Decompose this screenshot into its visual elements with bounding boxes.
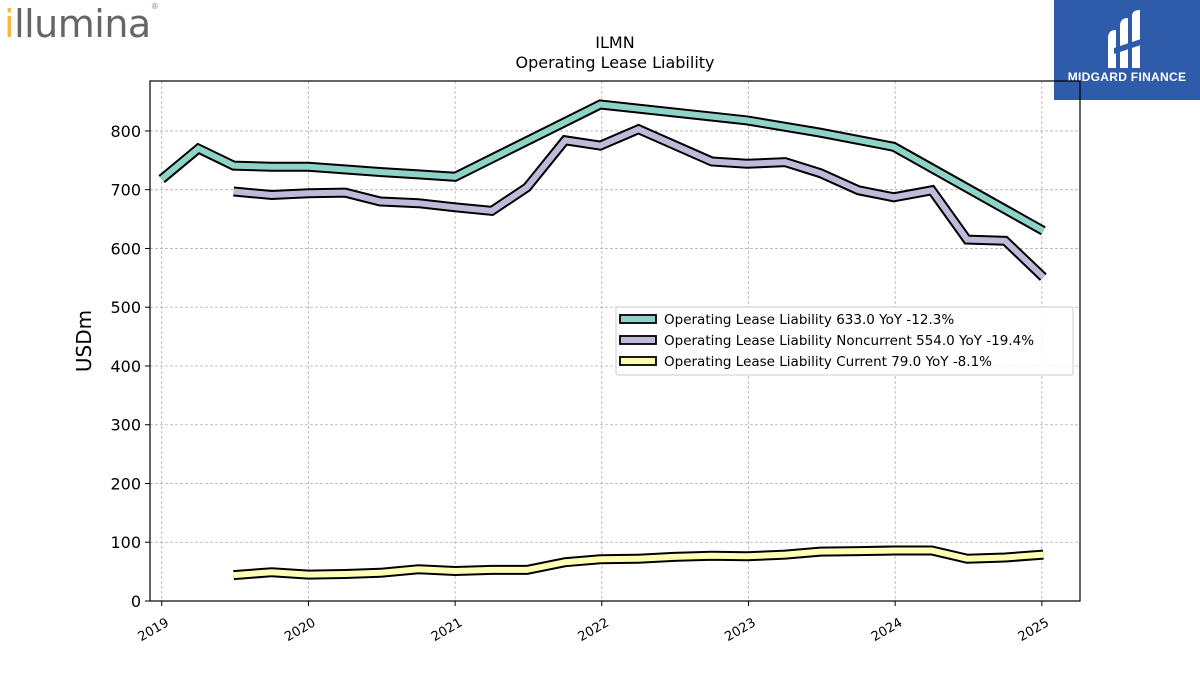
legend-box [615,306,1074,376]
chart-subtitle: Operating Lease Liability [515,53,714,72]
logo-letter-i: i [4,2,15,46]
y-tick-label: 500 [110,298,141,317]
y-tick-label: 800 [110,122,141,141]
y-tick-label: 0 [131,592,141,611]
logo-wordmark: llumina [14,2,151,46]
x-tick-label: 2022 [576,615,612,645]
y-tick-label: 700 [110,181,141,200]
legend-label-1: Operating Lease Liability Noncurrent 554… [664,333,1034,349]
legend: Operating Lease Liability 633.0 YoY -12.… [615,306,1074,376]
legend-swatch-1 [619,335,657,345]
series-line-1 [233,125,1046,280]
legend-label-2: Operating Lease Liability Current 79.0 Y… [664,354,992,370]
y-tick-label: 400 [110,357,141,376]
series-line-0 [159,101,1045,234]
y-axis-ticks: 0 100 200 300 400 500 600 700 800 [110,122,150,611]
legend-swatch-2 [619,356,657,366]
y-axis-label: USDm [72,310,96,372]
registered-mark: ® [150,2,159,11]
x-tick-label: 2020 [282,615,318,645]
x-tick-label: 2021 [429,615,465,645]
midgard-finance-logo: MIDGARD FINANCE [1054,0,1200,100]
x-tick-label: 2025 [1016,615,1052,645]
y-tick-label: 100 [110,533,141,552]
legend-swatch-0 [619,314,657,324]
x-tick-label: 2024 [869,615,905,645]
x-tick-label: 2019 [136,615,172,645]
chart-title: ILMN [595,33,634,52]
series-line-2 [233,547,1044,579]
midgard-finance-name: MIDGARD FINANCE [1067,70,1187,84]
illumina-logo: illumina® [4,2,159,46]
y-tick-label: 300 [110,416,141,435]
y-tick-label: 600 [110,239,141,258]
legend-label-0: Operating Lease Liability 633.0 YoY -12.… [664,312,954,328]
series-group [158,99,1047,581]
y-tick-label: 200 [110,474,141,493]
x-tick-label: 2023 [722,615,758,645]
series-outline-1 [233,123,1047,281]
plot-frame [149,80,1081,602]
x-axis-ticks: 2019 2020 2021 2022 2023 2024 2025 [136,601,1052,645]
midgard-emblem-icon [1108,10,1144,68]
